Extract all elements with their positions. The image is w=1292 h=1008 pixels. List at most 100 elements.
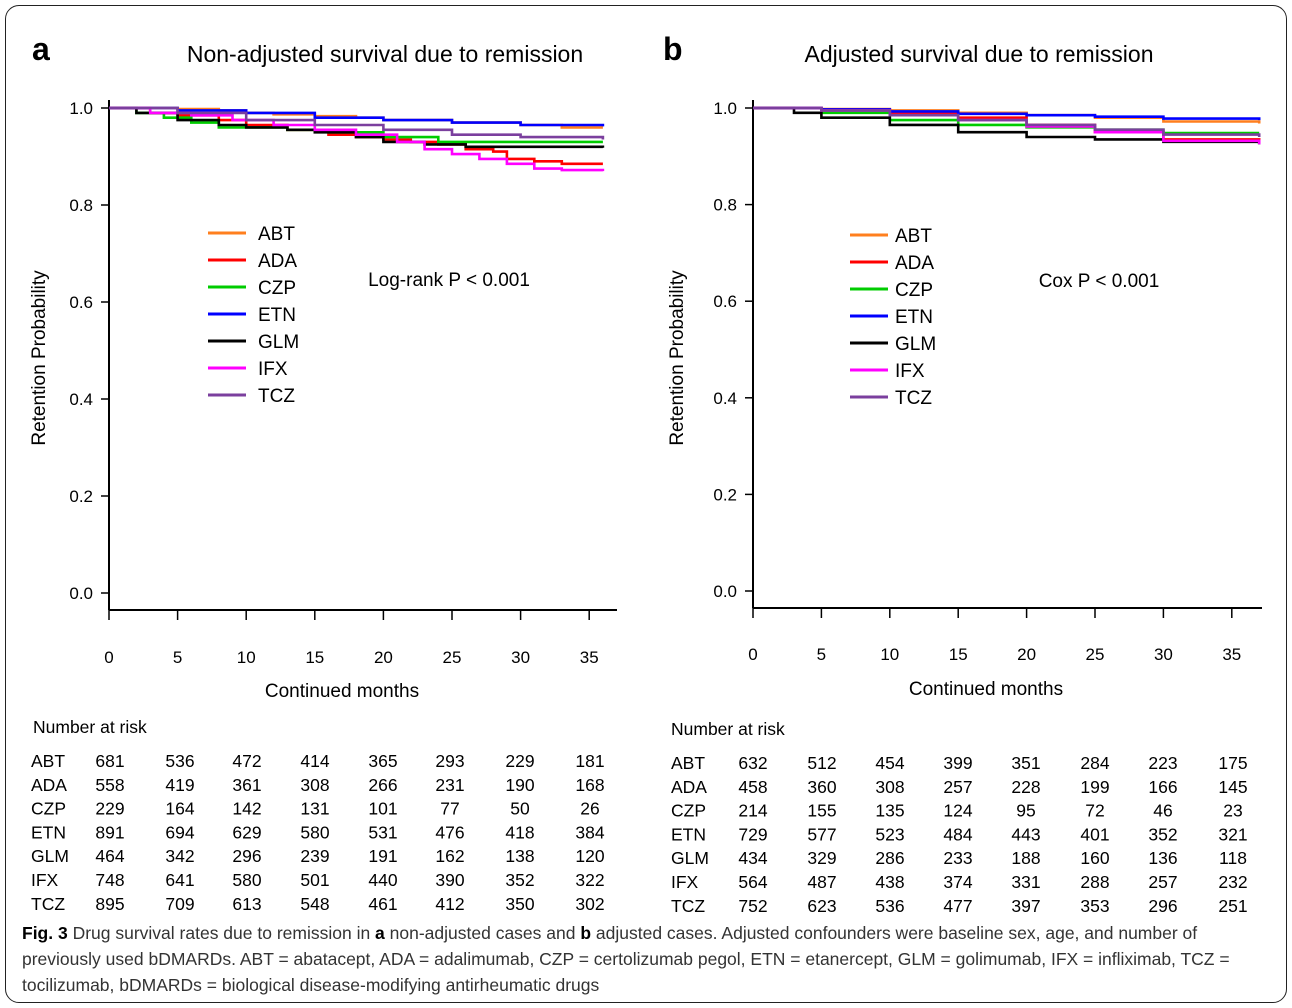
panel-a-risk-cell: 365 xyxy=(368,751,397,771)
panel-b-x-axis-label: Continued months xyxy=(909,679,1063,700)
panel-b-legend-label-etn: ETN xyxy=(895,307,933,328)
panel-a-risk-cell: 229 xyxy=(505,751,534,771)
panel-a-risk-cell: 501 xyxy=(300,870,329,890)
panel-b-risk-row-name: CZP xyxy=(671,801,706,821)
panel-b-risk-cell: 331 xyxy=(1011,872,1040,892)
panel-b-risk-cell: 72 xyxy=(1085,801,1104,821)
figure-frame xyxy=(5,5,1287,1003)
panel-a-x-tick-label: 0 xyxy=(104,648,113,667)
panel-b-x-tick-label: 35 xyxy=(1222,645,1241,664)
panel-a-legend-label-tcz: TCZ xyxy=(258,386,295,407)
panel-b-risk-cell: 374 xyxy=(943,872,972,892)
panel-b-risk-cell: 484 xyxy=(943,824,972,844)
panel-b-risk-cell: 329 xyxy=(807,848,836,868)
panel-a-y-axis-label: Retention Probability xyxy=(29,270,50,446)
panel-a-x-tick-label: 20 xyxy=(374,648,393,667)
panel-a-risk-cell: 293 xyxy=(435,751,464,771)
panel-a-legend-label-glm: GLM xyxy=(258,332,299,353)
panel-a-x-axis-label: Continued months xyxy=(265,681,419,702)
panel-b-risk-cell: 443 xyxy=(1011,824,1040,844)
panel-a-legend-label-etn: ETN xyxy=(258,305,296,326)
panel-a-risk-row-name: IFX xyxy=(31,870,59,890)
panel-b-risk-cell: 512 xyxy=(807,753,836,773)
panel-a-y-tick-label: 0.2 xyxy=(69,487,93,506)
panel-b-risk-cell: 523 xyxy=(875,824,904,844)
panel-a-y-tick-label: 1.0 xyxy=(69,99,93,118)
panel-a-p-value-annotation: Log-rank P < 0.001 xyxy=(368,270,530,291)
panel-b-risk-cell: 351 xyxy=(1011,753,1040,773)
panel-a-risk-cell: 26 xyxy=(580,799,599,819)
panel-b-risk-cell: 166 xyxy=(1148,777,1177,797)
panel-a-risk-cell: 531 xyxy=(368,822,397,842)
panel-b-risk-cell: 136 xyxy=(1148,848,1177,868)
panel-b-risk-cell: 233 xyxy=(943,848,972,868)
figure-caption: Fig. 3 Drug survival rates due to remiss… xyxy=(22,920,1272,998)
panel-b-p-value-annotation: Cox P < 0.001 xyxy=(1039,271,1160,292)
panel-b-legend-label-czp: CZP xyxy=(895,280,933,301)
caption-text-1: Drug survival rates due to remission in xyxy=(67,923,376,943)
panel-a-x-tick-label: 25 xyxy=(443,648,462,667)
panel-a-risk-cell: 101 xyxy=(368,799,397,819)
panel-a-x-tick-label: 30 xyxy=(511,648,530,667)
caption-text-2: non-adjusted cases and xyxy=(384,923,581,943)
panel-a-risk-row-name: ADA xyxy=(31,775,67,795)
panel-b-risk-cell: 145 xyxy=(1218,777,1247,797)
panel-a-risk-cell: 239 xyxy=(300,846,329,866)
panel-b-risk-cell: 95 xyxy=(1016,801,1035,821)
panel-b-risk-row-name: ADA xyxy=(671,777,707,797)
caption-fig-label: Fig. 3 xyxy=(22,923,68,943)
panel-b-risk-cell: 632 xyxy=(738,753,767,773)
panel-a-risk-cell: 613 xyxy=(232,894,261,914)
panel-b-risk-row-name: IFX xyxy=(671,872,699,892)
panel-a-risk-cell: 162 xyxy=(435,846,464,866)
panel-a-risk-cell: 464 xyxy=(95,846,124,866)
panel-b-risk-cell: 438 xyxy=(875,872,904,892)
panel-a-risk-cell: 50 xyxy=(510,799,530,819)
panel-a-risk-cell: 138 xyxy=(505,846,534,866)
panel-b-risk-cell: 118 xyxy=(1219,848,1247,868)
panel-b-y-tick-label: 0.2 xyxy=(713,485,737,504)
panel-a-legend-label-czp: CZP xyxy=(258,278,296,299)
panel-a-title: Non-adjusted survival due to remission xyxy=(187,41,583,67)
panel-a-risk-cell: 190 xyxy=(505,775,534,795)
panel-a-series-etn-line xyxy=(109,106,605,127)
panel-a-risk-cell: 229 xyxy=(95,799,124,819)
panel-b-risk-cell: 232 xyxy=(1218,872,1247,892)
panel-b-x-tick-label: 20 xyxy=(1017,645,1036,664)
panel-b-legend-label-ada: ADA xyxy=(895,253,934,274)
panel-b-risk-cell: 160 xyxy=(1080,848,1109,868)
panel-a-legend-label-ifx: IFX xyxy=(258,359,288,380)
panel-a-risk-cell: 266 xyxy=(368,775,397,795)
panel-b-risk-cell: 729 xyxy=(738,824,767,844)
panel-b-x-tick-label: 25 xyxy=(1086,645,1105,664)
panel-a-risk-cell: 891 xyxy=(95,822,124,842)
panel-b-risk-cell: 577 xyxy=(807,824,836,844)
figure-canvas: a Non-adjusted survival due to remission 0… xyxy=(29,31,1262,916)
panel-b-risk-cell: 175 xyxy=(1218,753,1247,773)
panel-b-risk-cell: 199 xyxy=(1080,777,1109,797)
panel-a-legend-label-abt: ABT xyxy=(258,224,295,245)
panel-a-y-tick-label: 0.6 xyxy=(69,293,93,312)
panel-a-risk-cell: 302 xyxy=(575,894,604,914)
panel-a-risk-cell: 191 xyxy=(368,846,397,866)
panel-b-risk-cell: 135 xyxy=(875,801,904,821)
panel-a-risk-cell: 709 xyxy=(165,894,194,914)
panel-a-x-tick-label: 15 xyxy=(305,648,324,667)
panel-a-risk-cell: 629 xyxy=(232,822,261,842)
panel-a-risk-cell: 164 xyxy=(165,799,194,819)
panel-b-risk-cell: 46 xyxy=(1153,801,1172,821)
panel-a-risk-row-name: CZP xyxy=(31,799,66,819)
panel-b-x-tick-label: 5 xyxy=(817,645,826,664)
panel-a-risk-cell: 412 xyxy=(435,894,464,914)
panel-b-legend-label-glm: GLM xyxy=(895,334,936,355)
panel-b-risk-cell: 223 xyxy=(1148,753,1177,773)
panel-b-risk-cell: 286 xyxy=(875,848,904,868)
panel-b-risk-cell: 188 xyxy=(1011,848,1040,868)
panel-b-risk-cell: 214 xyxy=(738,801,767,821)
panel-a-risk-row-name: ETN xyxy=(31,822,66,842)
panel-b-risk-cell: 623 xyxy=(807,896,836,916)
panel-b-legend-label-abt: ABT xyxy=(895,226,932,247)
panel-b-title: Adjusted survival due to remission xyxy=(805,41,1154,67)
panel-a-risk-row-name: ABT xyxy=(31,751,65,771)
panel-a-risk-cell: 558 xyxy=(95,775,124,795)
